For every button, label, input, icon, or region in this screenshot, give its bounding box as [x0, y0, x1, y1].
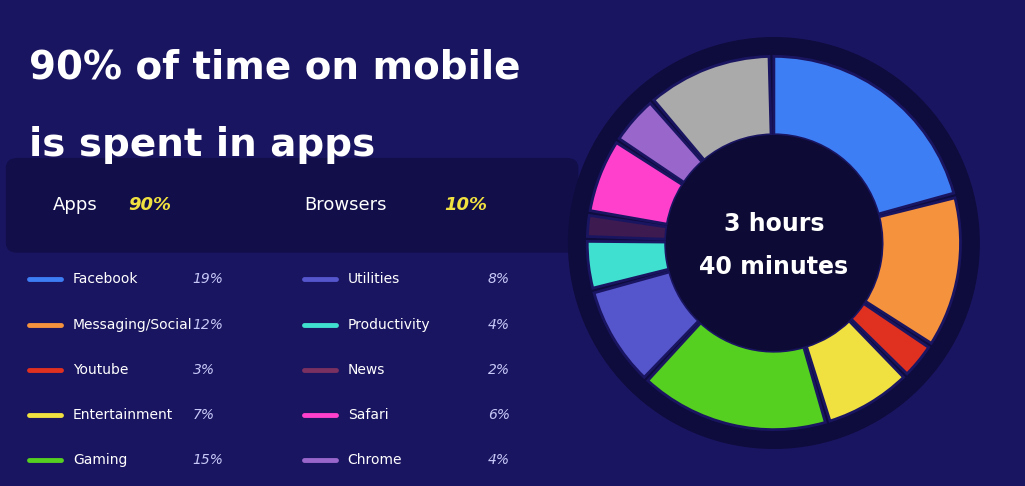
Wedge shape — [648, 323, 825, 430]
Text: is spent in apps: is spent in apps — [29, 126, 375, 164]
Text: 90% of time on mobile: 90% of time on mobile — [29, 49, 521, 87]
Wedge shape — [774, 56, 953, 214]
FancyBboxPatch shape — [6, 158, 578, 253]
Text: 10%: 10% — [444, 196, 487, 214]
Text: Utilities: Utilities — [347, 273, 400, 286]
Text: Chrome: Chrome — [347, 453, 402, 467]
Text: 2%: 2% — [488, 363, 509, 377]
Wedge shape — [587, 242, 669, 288]
Wedge shape — [594, 272, 699, 377]
Circle shape — [569, 38, 979, 448]
Text: 4%: 4% — [488, 318, 509, 331]
Wedge shape — [590, 143, 683, 224]
Text: Gaming: Gaming — [73, 453, 127, 467]
Wedge shape — [807, 321, 903, 421]
Text: 40 minutes: 40 minutes — [699, 255, 849, 279]
Circle shape — [666, 136, 882, 350]
Wedge shape — [619, 103, 702, 182]
Text: 7%: 7% — [193, 408, 215, 422]
Wedge shape — [851, 304, 929, 374]
Text: Browsers: Browsers — [303, 196, 386, 214]
Text: 6%: 6% — [488, 408, 509, 422]
Text: 3%: 3% — [193, 363, 215, 377]
Text: 8%: 8% — [488, 273, 509, 286]
Wedge shape — [654, 56, 771, 160]
Text: Facebook: Facebook — [73, 273, 138, 286]
Text: Safari: Safari — [347, 408, 388, 422]
Text: Productivity: Productivity — [347, 318, 430, 331]
Text: Messaging/Social: Messaging/Social — [73, 318, 193, 331]
Text: 4%: 4% — [488, 453, 509, 467]
Text: News: News — [347, 363, 385, 377]
Text: Apps: Apps — [52, 196, 97, 214]
Wedge shape — [587, 215, 667, 239]
Text: Youtube: Youtube — [73, 363, 128, 377]
Text: Entertainment: Entertainment — [73, 408, 173, 422]
Text: 19%: 19% — [193, 273, 223, 286]
Text: 3 hours: 3 hours — [724, 212, 824, 236]
Wedge shape — [865, 198, 960, 343]
Text: 15%: 15% — [193, 453, 223, 467]
Text: 12%: 12% — [193, 318, 223, 331]
Text: 90%: 90% — [128, 196, 171, 214]
